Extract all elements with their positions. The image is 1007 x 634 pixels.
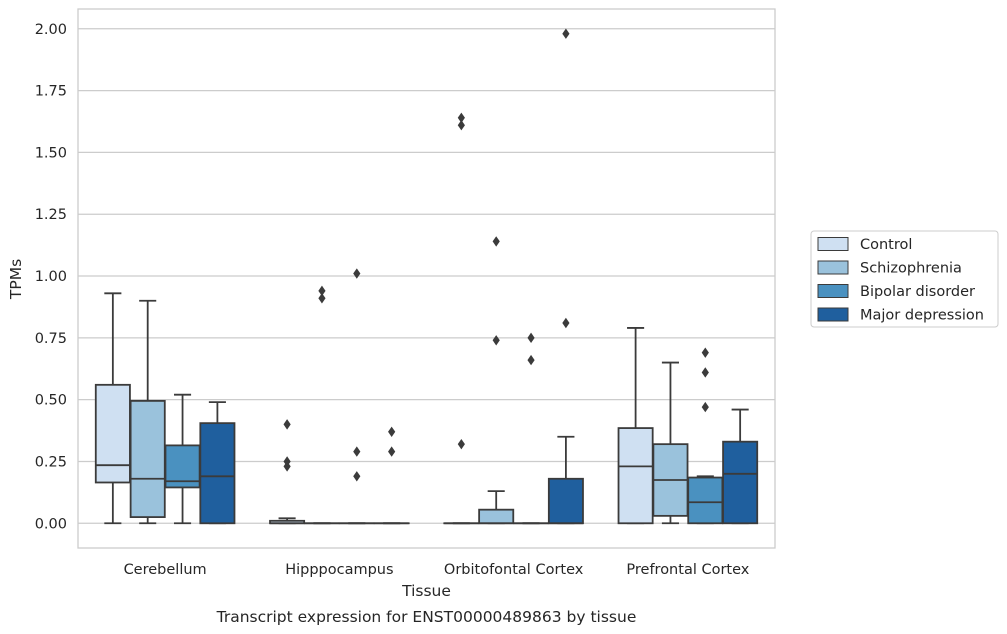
box-group <box>373 426 410 525</box>
outlier-point <box>457 438 465 450</box>
box-iqr <box>129 399 166 518</box>
legend-swatch <box>817 237 849 251</box>
outlier-point <box>527 354 535 366</box>
x-tick-label: Cerebellum <box>124 562 207 578</box>
y-tick-label: 1.00 <box>35 269 67 285</box>
legend-item: Schizophrenia <box>817 260 962 277</box>
x-axis-ticks: Cerebellum Hipppocampus Orbitofontal Corte… <box>124 562 750 578</box>
outlier-point <box>701 401 709 413</box>
y-axis-ticks: 0.00 0.25 0.50 0.75 1.00 1.25 1.50 1.75 2.00 <box>35 22 67 532</box>
box-plot-area <box>94 28 759 525</box>
legend-swatch <box>817 307 849 322</box>
box-iqr <box>478 508 515 525</box>
outlier-point <box>318 293 326 304</box>
outlier-point <box>527 332 535 344</box>
legend-item: Major depression <box>817 307 984 324</box>
outlier-point <box>492 335 500 346</box>
box-group <box>547 28 584 525</box>
box-group <box>303 285 340 525</box>
legend-label: Bipolar disorder <box>860 284 975 300</box>
box-group <box>338 268 375 525</box>
box-group <box>164 393 201 525</box>
box-group <box>687 347 724 525</box>
chart-caption: Transcript expression for ENST0000048986… <box>216 608 637 626</box>
box-group <box>652 361 689 525</box>
box-group <box>129 299 166 525</box>
box-group <box>478 236 515 525</box>
box-iqr <box>199 422 236 525</box>
outlier-point <box>353 446 361 457</box>
outlier-point <box>318 285 326 297</box>
y-tick-label: 1.75 <box>35 84 67 100</box>
x-tick-label: Hipppocampus <box>285 562 393 578</box>
y-tick-label: 2.00 <box>35 22 67 38</box>
y-tick-label: 0.25 <box>35 454 67 470</box>
legend-label: Schizophrenia <box>860 261 962 277</box>
box-iqr <box>94 383 131 484</box>
legend-items: Control Schizophrenia Bipolar disorder Majo… <box>817 237 984 324</box>
outlier-point <box>562 28 570 39</box>
legend-label: Control <box>860 237 912 253</box>
x-axis-label: Tissue <box>401 582 451 600</box>
legend-frame <box>810 230 999 328</box>
box-group <box>722 408 759 525</box>
outlier-point <box>388 446 396 457</box>
box-iqr <box>687 476 724 525</box>
y-tick-label: 0.00 <box>35 516 67 532</box>
legend-item: Bipolar disorder <box>817 284 975 300</box>
legend: Control Schizophrenia Bipolar disorder Majo… <box>810 230 999 328</box>
y-tick-label: 0.75 <box>35 331 67 347</box>
outlier-point <box>353 471 361 482</box>
outlier-point <box>457 112 465 123</box>
plot-frame <box>77 8 776 549</box>
outlier-point <box>283 419 291 430</box>
outlier-point <box>353 268 361 279</box>
outlier-point <box>562 317 570 329</box>
outlier-point <box>388 426 396 437</box>
x-tick-label: Orbitofontal Cortex <box>444 562 584 578</box>
legend-item: Control <box>817 237 912 253</box>
box-group <box>199 401 236 525</box>
box-group <box>94 292 131 525</box>
y-tick-label: 1.25 <box>35 207 67 223</box>
outlier-point <box>701 367 709 378</box>
legend-label: Major depression <box>860 308 984 324</box>
legend-swatch <box>817 260 849 275</box>
box-group <box>617 327 654 525</box>
box-iqr <box>547 477 584 525</box>
outlier-point <box>457 120 465 131</box>
x-tick-label: Prefrontal Cortex <box>626 562 749 578</box>
y-tick-label: 1.50 <box>35 145 67 161</box>
box-group <box>269 419 306 525</box>
box-iqr <box>617 427 654 525</box>
outlier-point <box>701 347 709 358</box>
box-group <box>443 112 480 525</box>
y-axis-label: TPMs <box>7 259 25 300</box>
box-iqr <box>722 440 759 525</box>
box-group <box>513 332 550 525</box>
outlier-point <box>492 236 500 247</box>
y-tick-label: 0.50 <box>35 393 67 409</box>
outlier-point <box>283 456 291 467</box>
legend-swatch <box>817 284 849 298</box>
